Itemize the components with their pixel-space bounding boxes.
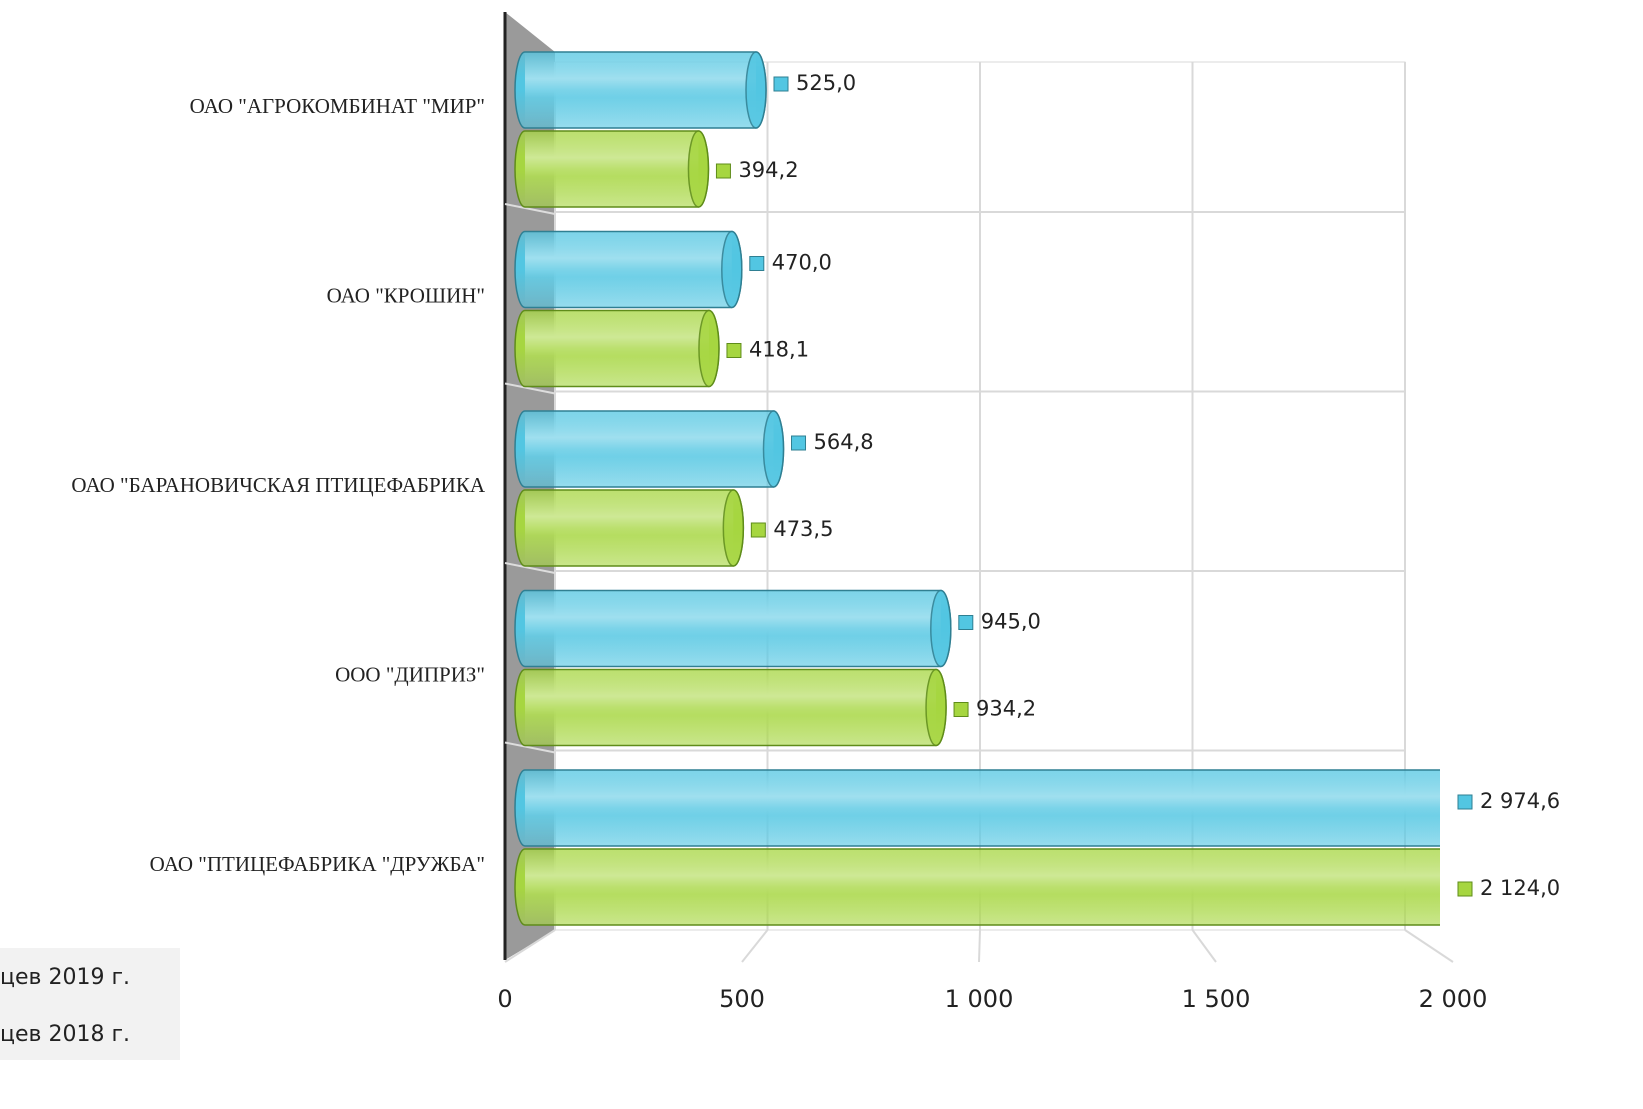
floor-line: [504, 929, 556, 963]
x-tick-label: 2 000: [1419, 985, 1488, 1013]
value-marker: [750, 522, 766, 538]
bar: [514, 410, 785, 488]
bar: [514, 489, 745, 567]
value-label: 564,8: [814, 430, 874, 454]
legend-box: [0, 948, 180, 1060]
bar-shine: [525, 669, 937, 746]
bar-shine: [525, 490, 734, 566]
bar-shine: [525, 411, 774, 487]
category-label: ОАО "АГРОКОМБИНАТ "МИР": [190, 94, 485, 118]
value-label: 934,2: [976, 697, 1036, 721]
value-label: 945,0: [981, 610, 1041, 634]
x-tick-label: 500: [719, 985, 765, 1013]
value-marker: [1457, 794, 1473, 810]
bar: [514, 51, 767, 129]
wall-line: [504, 741, 556, 754]
floor-line: [1404, 929, 1454, 963]
bar-end: [930, 589, 952, 668]
bar: [514, 130, 710, 208]
value-label: 2 974,6: [1480, 789, 1560, 813]
value-marker: [749, 256, 765, 271]
value-marker: [1457, 881, 1473, 897]
category-label: ОАО "КРОШИН": [327, 283, 485, 307]
floor-line: [741, 929, 769, 963]
bar-end: [687, 130, 710, 208]
bar-shine: [525, 590, 941, 667]
wall-line: [504, 562, 556, 574]
bar-shine: [525, 310, 709, 387]
x-tick-label: 1 000: [945, 985, 1014, 1013]
bar-end: [721, 230, 743, 309]
wall-line: [504, 382, 556, 395]
value-label: 394,2: [738, 158, 798, 182]
category-label: ОАО "ПТИЦЕФАБРИКА "ДРУЖБА": [150, 852, 485, 876]
bar-end: [762, 410, 785, 488]
bar: [514, 230, 743, 309]
wall-line: [504, 203, 556, 215]
floor-line: [978, 929, 981, 963]
value-label: 525,0: [796, 71, 856, 95]
bar-end: [722, 489, 745, 567]
bar-shine: [525, 131, 699, 207]
bar-shine: [525, 849, 1440, 925]
bar-shine: [525, 231, 732, 308]
bar: [514, 309, 720, 388]
value-marker: [958, 615, 974, 630]
value-label: 418,1: [749, 338, 809, 362]
category-label: ООО "ДИПРИЗ": [335, 662, 485, 686]
value-marker: [726, 343, 742, 358]
x-tick-label: 0: [497, 985, 512, 1013]
value-label: 473,5: [773, 517, 833, 541]
bar: [514, 848, 1440, 926]
value-marker: [953, 702, 969, 717]
bar: [514, 589, 952, 668]
bar: [514, 769, 1440, 847]
bar-end: [925, 668, 947, 747]
value-label: 2 124,0: [1480, 876, 1560, 900]
bar-end: [745, 51, 767, 129]
category-label: ОАО "БАРАНОВИЧСКАЯ ПТИЦЕФАБРИКА: [71, 473, 485, 497]
legend-label: цев 2018 г.: [0, 1022, 130, 1047]
bar: [514, 668, 947, 747]
bar-end: [698, 309, 720, 388]
value-marker: [773, 76, 789, 92]
value-label: 470,0: [772, 251, 832, 275]
x-tick-label: 1 500: [1182, 985, 1251, 1013]
floor-line: [1191, 929, 1217, 963]
value-marker: [791, 435, 807, 451]
value-marker: [715, 163, 731, 179]
legend-label: цев 2019 г.: [0, 965, 130, 990]
bar-shine: [525, 52, 756, 128]
bar-shine: [525, 770, 1440, 846]
